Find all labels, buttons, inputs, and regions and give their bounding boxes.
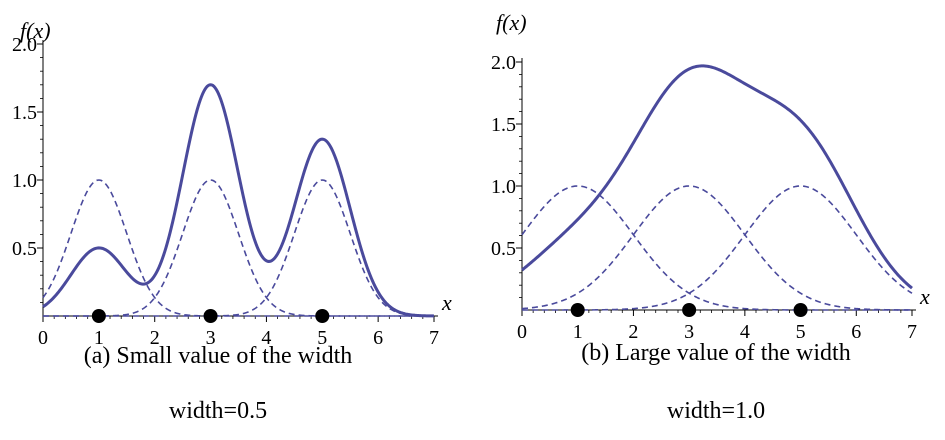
panel-a-small-width: 0 1 2 3 4 5 6 7 0.5 1.0 1.5 2.0f(x) x (a) Small value… — [12, 18, 452, 424]
x-tick-label: 4 — [740, 321, 750, 343]
solid-sum-curve — [42, 83, 435, 318]
center-point — [203, 309, 218, 323]
panel-b-large-width: 0 1 2 3 4 5 6 7 0.5 1.0 1.5 2.0 f(x) x (b) Large value… — [491, 10, 930, 424]
panel-subcaption: width=1.0 — [667, 398, 765, 424]
dashed-basis-curve — [521, 185, 913, 311]
center-point — [682, 303, 697, 317]
x-tick-label: 6 — [373, 327, 383, 349]
center-point — [315, 309, 330, 323]
panel-caption: (b) Large value of the width — [581, 340, 850, 366]
y-axis-label: f(x) — [496, 10, 527, 35]
y-tick-label: 1.0 — [491, 176, 516, 198]
x-tick-label: 5 — [317, 327, 327, 349]
x-tick-label: 2 — [150, 327, 160, 349]
center-point — [91, 309, 106, 323]
x-tick-label: 4 — [261, 327, 271, 349]
y-tick-label: 1.0 — [12, 170, 37, 192]
x-tick-label: 0 — [517, 321, 527, 343]
dashed-basis-curve — [43, 179, 434, 317]
x-axis-label: x — [919, 284, 930, 309]
center-point — [570, 303, 585, 317]
y-tick-label: 0.5 — [491, 238, 516, 260]
panel-caption: (a) Small value of the width — [84, 343, 353, 369]
y-tick-label: 0.5 — [12, 238, 37, 260]
x-tick-label: 1 — [573, 321, 583, 343]
dashed-basis-curve — [521, 185, 912, 311]
x-tick-label: 5 — [796, 321, 806, 343]
y-axis-label: f(x) — [20, 18, 51, 43]
x-tick-label: 1 — [94, 327, 104, 349]
x-tick-label: 3 — [684, 321, 694, 343]
y-tick-label: 2.0 — [491, 52, 516, 74]
x-tick-label: 6 — [851, 321, 861, 343]
y-tick-label: 1.5 — [12, 102, 37, 124]
panel-subcaption: width=0.5 — [169, 398, 267, 424]
x-tick-label: 0 — [38, 327, 48, 349]
x-tick-label: 3 — [206, 327, 216, 349]
solid-sum-curve — [521, 64, 913, 290]
dashed-basis-curve — [522, 185, 913, 311]
center-point — [793, 303, 808, 317]
x-tick-label: 7 — [429, 327, 439, 349]
x-tick-label: 7 — [907, 321, 917, 343]
y-tick-label: 1.5 — [491, 114, 516, 136]
x-axis-label: x — [441, 290, 452, 315]
x-tick-label: 2 — [628, 321, 638, 343]
y-tick-label: 2.0 — [12, 34, 37, 56]
